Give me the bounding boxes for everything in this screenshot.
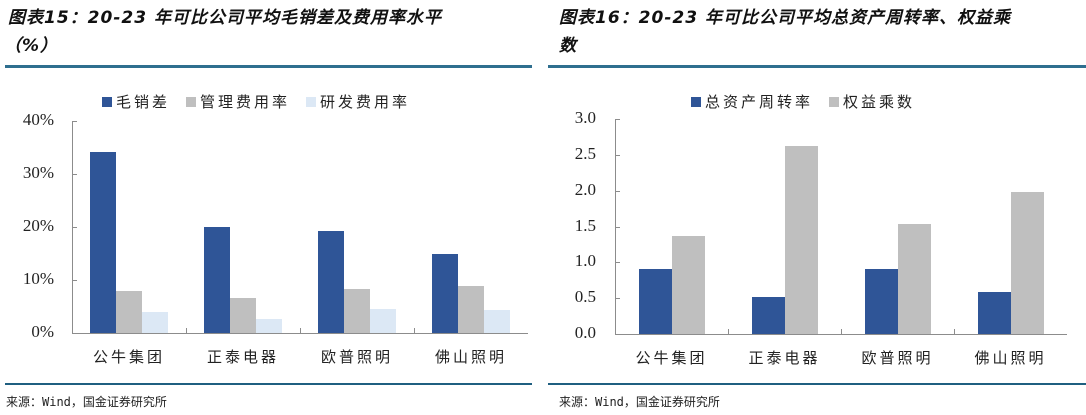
legend-swatch-blue-icon [102, 96, 112, 107]
x-tick [414, 328, 415, 333]
legend-item-gross-margin: 毛销差 [102, 91, 170, 112]
y-tick [615, 334, 620, 335]
y-tick-label: 2.0 [574, 179, 596, 199]
x-category-label: 正泰电器 [206, 348, 279, 366]
y-tick [615, 154, 620, 156]
x-category-label: 佛山照明 [974, 349, 1047, 367]
legend-item-rd-expense: 研发费用率 [306, 91, 410, 112]
x-axis [72, 333, 528, 334]
y-tick-label: 1.5 [574, 215, 596, 235]
legend-swatch-gray-icon [829, 96, 840, 107]
right-plot-area: 0.0 0.5 1.0 1.5 2.0 2.5 3.0 公牛集团 正泰电器 欧普照明 佛山照明 [543, 0, 1086, 380]
bar-secondary [458, 286, 484, 333]
x-tick [300, 328, 301, 333]
y-tick-label: 0.5 [574, 287, 596, 307]
y-tick [615, 119, 620, 120]
right-source-note: 来源：Wind，国金证券研究所 [559, 395, 720, 409]
y-tick [615, 262, 620, 264]
legend-item-asset-turnover: 总资产周转率 [691, 91, 813, 112]
y-tick [72, 280, 77, 281]
y-tick [615, 298, 620, 300]
bar-secondary [1010, 192, 1044, 334]
y-tick-label: 40% [22, 110, 54, 129]
y-tick [72, 333, 77, 334]
bar-primary [864, 268, 898, 334]
x-tick [954, 329, 955, 334]
x-category-label: 欧普照明 [320, 348, 393, 366]
bar-tertiary [484, 310, 510, 333]
bar-secondary [116, 291, 142, 333]
legend-label: 毛销差 [116, 93, 171, 111]
left-title-divider [5, 65, 532, 68]
legend-label: 研发费用率 [320, 93, 411, 111]
left-plot-area: 0% 10% 20% 30% 40% 公牛集团 正泰电器 欧普照明 佛山照明 [0, 0, 543, 380]
y-tick-label: 0.0 [574, 323, 596, 342]
right-title-divider [548, 65, 1086, 68]
y-tick [72, 121, 77, 122]
left-source-note: 来源：Wind，国金证券研究所 [6, 395, 167, 409]
y-tick [72, 227, 77, 228]
y-tick-label: 20% [22, 216, 54, 235]
x-tick [186, 328, 187, 333]
y-tick-label: 0% [31, 322, 54, 341]
x-category-label: 公牛集团 [635, 349, 708, 367]
x-axis [615, 334, 1067, 335]
legend-swatch-blue-icon [691, 96, 701, 107]
bar-primary [977, 292, 1011, 334]
bar-secondary [897, 223, 931, 334]
y-tick [615, 190, 620, 192]
legend-item-admin-expense: 管理费用率 [186, 91, 290, 112]
x-tick [841, 329, 842, 334]
bar-tertiary [370, 309, 396, 333]
y-tick-label: 2.5 [574, 143, 596, 163]
right-figure-title-line2: 数 [559, 36, 577, 56]
bar-tertiary [142, 311, 168, 333]
legend-label: 权益乘数 [843, 93, 916, 111]
x-category-label: 佛山照明 [434, 348, 507, 366]
bar-tertiary [256, 319, 282, 333]
left-source-divider [5, 383, 532, 385]
right-source-divider [548, 383, 1086, 385]
right-figure-title-line1: 图表16：20-23 年可比公司平均总资产周转率、权益乘 [559, 8, 1011, 28]
y-tick-label: 3.0 [574, 108, 596, 127]
bar-secondary [230, 298, 256, 333]
left-figure-title-line1: 图表15：20-23 年可比公司平均毛销差及费用率水平 [8, 8, 442, 28]
bar-primary [432, 253, 458, 333]
legend-item-equity-multiplier: 权益乘数 [829, 91, 915, 112]
right-figure: 图表16：20-23 年可比公司平均总资产周转率、权益乘 数 总资产周转率 权益… [543, 0, 1086, 415]
y-tick [72, 174, 77, 175]
legend-swatch-light-blue-icon [306, 96, 317, 107]
left-figure-title-line2: （%） [4, 36, 59, 56]
bar-primary [751, 296, 785, 334]
y-tick-label: 30% [22, 163, 54, 182]
bar-primary [318, 231, 344, 333]
y-tick [615, 226, 620, 228]
bar-primary [90, 151, 116, 333]
bar-secondary [671, 235, 705, 334]
y-tick-label: 1.0 [574, 251, 596, 271]
bar-secondary [344, 289, 370, 333]
bar-primary [638, 268, 672, 334]
bar-secondary [784, 145, 818, 334]
y-tick-label: 10% [22, 269, 54, 288]
x-tick [728, 329, 729, 334]
legend-label: 总资产周转率 [705, 93, 814, 111]
right-legend: 总资产周转率 权益乘数 [691, 91, 931, 112]
legend-label: 管理费用率 [200, 93, 291, 111]
legend-swatch-gray-icon [186, 96, 197, 107]
left-legend: 毛销差 管理费用率 研发费用率 [102, 91, 426, 112]
bar-primary [204, 227, 230, 333]
x-category-label: 正泰电器 [748, 349, 821, 367]
x-category-label: 公牛集团 [92, 348, 165, 366]
left-figure: 图表15：20-23 年可比公司平均毛销差及费用率水平 （%） 毛销差 管理费用… [0, 0, 543, 409]
x-category-label: 欧普照明 [861, 349, 934, 367]
